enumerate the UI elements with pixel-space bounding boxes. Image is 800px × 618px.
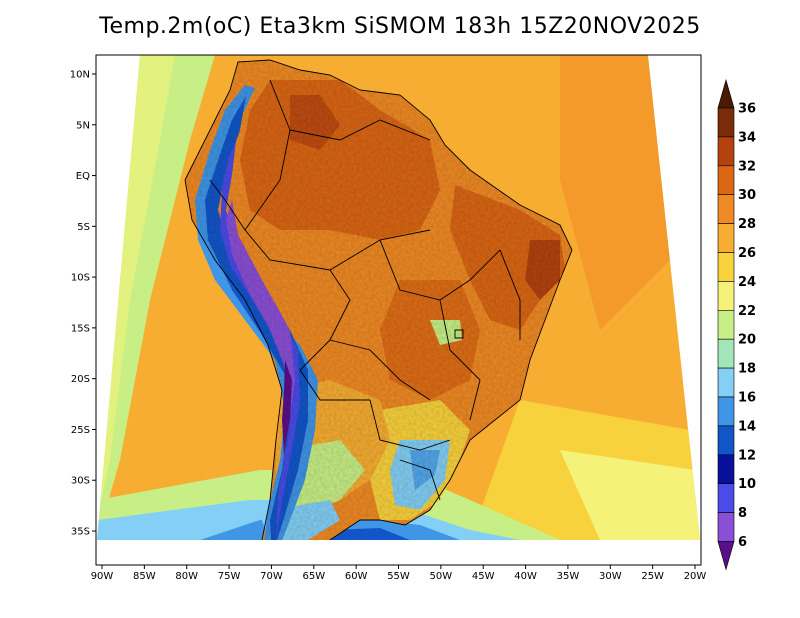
lat-tick-label: 30S [71,476,90,487]
colorbar-label: 12 [738,448,756,463]
colorbar-segment [717,454,735,484]
lon-tick-label: 55W [387,571,410,582]
colorbar-bottom-arrow [717,541,735,571]
colorbar-segment [717,483,735,513]
colorbar-label: 14 [738,419,756,434]
colorbar-segment [717,512,735,542]
lon-tick-label: 20W [684,571,707,582]
temperature-field [97,55,700,540]
colorbar-segment [717,367,735,398]
lon-tick-label: 50W [430,571,453,582]
colorbar-label: 22 [738,304,756,319]
lon-tick-label: 70W [260,571,283,582]
lat-tick-label: 35S [71,527,90,538]
colorbar-segment [717,252,735,282]
colorbar-label: 34 [738,130,756,145]
colorbar-top-arrow [717,78,735,109]
colorbar: 36 34 32 30 28 26 24 22 20 18 16 14 12 10 8 6 [717,78,756,571]
colorbar-segment [717,194,735,224]
colorbar-segment [717,338,735,369]
colorbar-label: 30 [738,188,756,203]
colorbar-label: 10 [738,477,756,492]
lon-tick-label: 75W [218,571,241,582]
lat-tick-label: 5N [76,120,90,131]
colorbar-segment [717,309,735,340]
lat-tick-label: EQ [76,171,90,182]
lon-tick-label: 40W [514,571,537,582]
colorbar-label: 36 [738,102,756,117]
colorbar-segment [717,281,735,311]
lat-tick-label: 20S [71,374,90,385]
colorbar-label: 18 [738,362,756,377]
lat-tick-label: 10S [71,273,90,284]
lon-tick-label: 30W [599,571,622,582]
colorbar-segment [717,107,735,138]
lat-tick-label: 10N [70,70,90,81]
lon-tick-label: 65W [302,571,325,582]
lat-tick-label: 15S [71,323,90,334]
colorbar-segment [717,223,735,253]
colorbar-label: 8 [738,506,747,521]
colorbar-label: 20 [738,333,756,348]
colorbar-label: 16 [738,391,756,406]
colorbar-label: 6 [738,535,747,550]
lat-tick-label: 25S [71,425,90,436]
lon-tick-label: 45W [472,571,495,582]
colorbar-segment [717,425,735,456]
lon-tick-label: 25W [641,571,664,582]
lon-tick-label: 80W [175,571,198,582]
colorbar-label: 24 [738,275,756,290]
colorbar-label: 26 [738,246,756,261]
colorbar-segment [717,396,735,427]
lat-tick-label: 5S [77,222,90,233]
political-borders [184,59,573,540]
lon-tick-label: 60W [345,571,368,582]
latitude-axis: 10N 5N EQ 5S 10S 15S 20S 25S 30S 35S [70,70,96,538]
colorbar-label: 28 [738,217,756,232]
longitude-axis: 90W 85W 80W 75W 70W 65W 60W 55W 50W 45W 40W 35W 30W 2… [91,565,707,582]
lon-tick-label: 35W [557,571,580,582]
colorbar-segment [717,165,735,196]
map-title: Temp.2m(oC) Eta3km SiSMOM 183h 15Z20NOV2… [99,14,701,39]
colorbar-label: 32 [738,159,756,174]
lon-tick-label: 90W [91,571,114,582]
colorbar-segment [717,136,735,167]
lon-tick-label: 85W [133,571,156,582]
